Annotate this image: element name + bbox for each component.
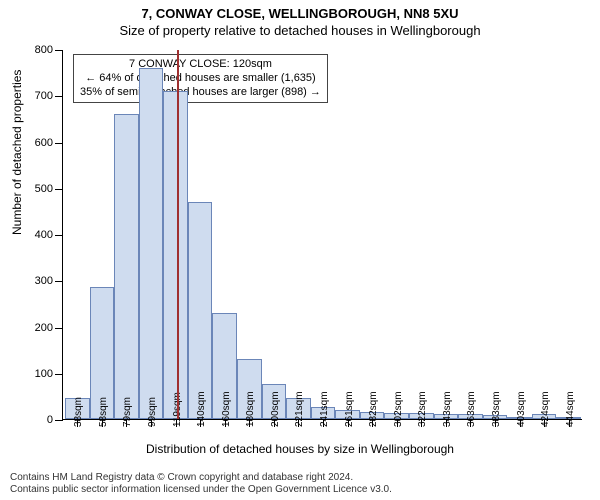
x-tick-label: 424sqm bbox=[540, 391, 551, 427]
y-tick bbox=[55, 189, 63, 190]
y-tick bbox=[55, 328, 63, 329]
info-line-3: 35% of semi-detached houses are larger (… bbox=[80, 86, 321, 100]
y-tick-label: 400 bbox=[35, 229, 53, 241]
y-tick bbox=[55, 420, 63, 421]
x-tick-label: 302sqm bbox=[393, 391, 404, 427]
y-tick bbox=[55, 281, 63, 282]
x-tick-label: 140sqm bbox=[196, 391, 207, 427]
x-tick-label: 38sqm bbox=[73, 397, 84, 427]
x-axis-label: Distribution of detached houses by size … bbox=[0, 442, 600, 456]
y-tick bbox=[55, 50, 63, 51]
x-tick-label: 200sqm bbox=[270, 391, 281, 427]
x-tick-label: 261sqm bbox=[344, 391, 355, 427]
x-tick-label: 241sqm bbox=[319, 391, 330, 427]
histogram-bar bbox=[114, 114, 139, 419]
x-tick-label: 383sqm bbox=[491, 391, 502, 427]
y-tick-label: 600 bbox=[35, 137, 53, 149]
x-tick-label: 343sqm bbox=[442, 391, 453, 427]
footnote-line-1: Contains HM Land Registry data © Crown c… bbox=[10, 472, 392, 484]
histogram-bar bbox=[139, 68, 164, 420]
x-tick-label: 403sqm bbox=[516, 391, 527, 427]
x-tick-label: 363sqm bbox=[466, 391, 477, 427]
x-tick-label: 79sqm bbox=[122, 397, 133, 427]
histogram-bar bbox=[188, 202, 213, 419]
y-tick-label: 500 bbox=[35, 183, 53, 195]
footnote-line-2: Contains public sector information licen… bbox=[10, 484, 392, 496]
footnote: Contains HM Land Registry data © Crown c… bbox=[10, 472, 392, 496]
info-line-2: ← 64% of detached houses are smaller (1,… bbox=[80, 72, 321, 86]
property-marker-line bbox=[177, 50, 179, 419]
y-tick-label: 300 bbox=[35, 275, 53, 287]
marker-info-box: 7 CONWAY CLOSE: 120sqm ← 64% of detached… bbox=[73, 54, 328, 103]
x-tick-label: 444sqm bbox=[565, 391, 576, 427]
y-tick-label: 700 bbox=[35, 90, 53, 102]
y-tick bbox=[55, 143, 63, 144]
plot: 7 CONWAY CLOSE: 120sqm ← 64% of detached… bbox=[62, 50, 582, 420]
y-tick-label: 200 bbox=[35, 322, 53, 334]
x-tick-label: 322sqm bbox=[417, 391, 428, 427]
y-axis-label: Number of detached properties bbox=[10, 70, 24, 235]
x-tick-label: 160sqm bbox=[221, 391, 232, 427]
x-tick-label: 58sqm bbox=[98, 397, 109, 427]
y-tick-label: 800 bbox=[35, 44, 53, 56]
y-tick-label: 0 bbox=[47, 414, 53, 426]
y-tick-label: 100 bbox=[35, 368, 53, 380]
plot-area: 7 CONWAY CLOSE: 120sqm ← 64% of detached… bbox=[62, 50, 582, 420]
x-tick-label: 282sqm bbox=[368, 391, 379, 427]
chart-container: 7, CONWAY CLOSE, WELLINGBOROUGH, NN8 5XU… bbox=[0, 0, 600, 500]
y-tick bbox=[55, 374, 63, 375]
y-tick bbox=[55, 235, 63, 236]
y-tick bbox=[55, 96, 63, 97]
info-line-1: 7 CONWAY CLOSE: 120sqm bbox=[80, 58, 321, 72]
x-tick-label: 180sqm bbox=[245, 391, 256, 427]
chart-subtitle: Size of property relative to detached ho… bbox=[0, 21, 600, 38]
x-tick-label: 99sqm bbox=[147, 397, 158, 427]
x-tick-label: 221sqm bbox=[294, 391, 305, 427]
chart-title: 7, CONWAY CLOSE, WELLINGBOROUGH, NN8 5XU bbox=[0, 0, 600, 21]
